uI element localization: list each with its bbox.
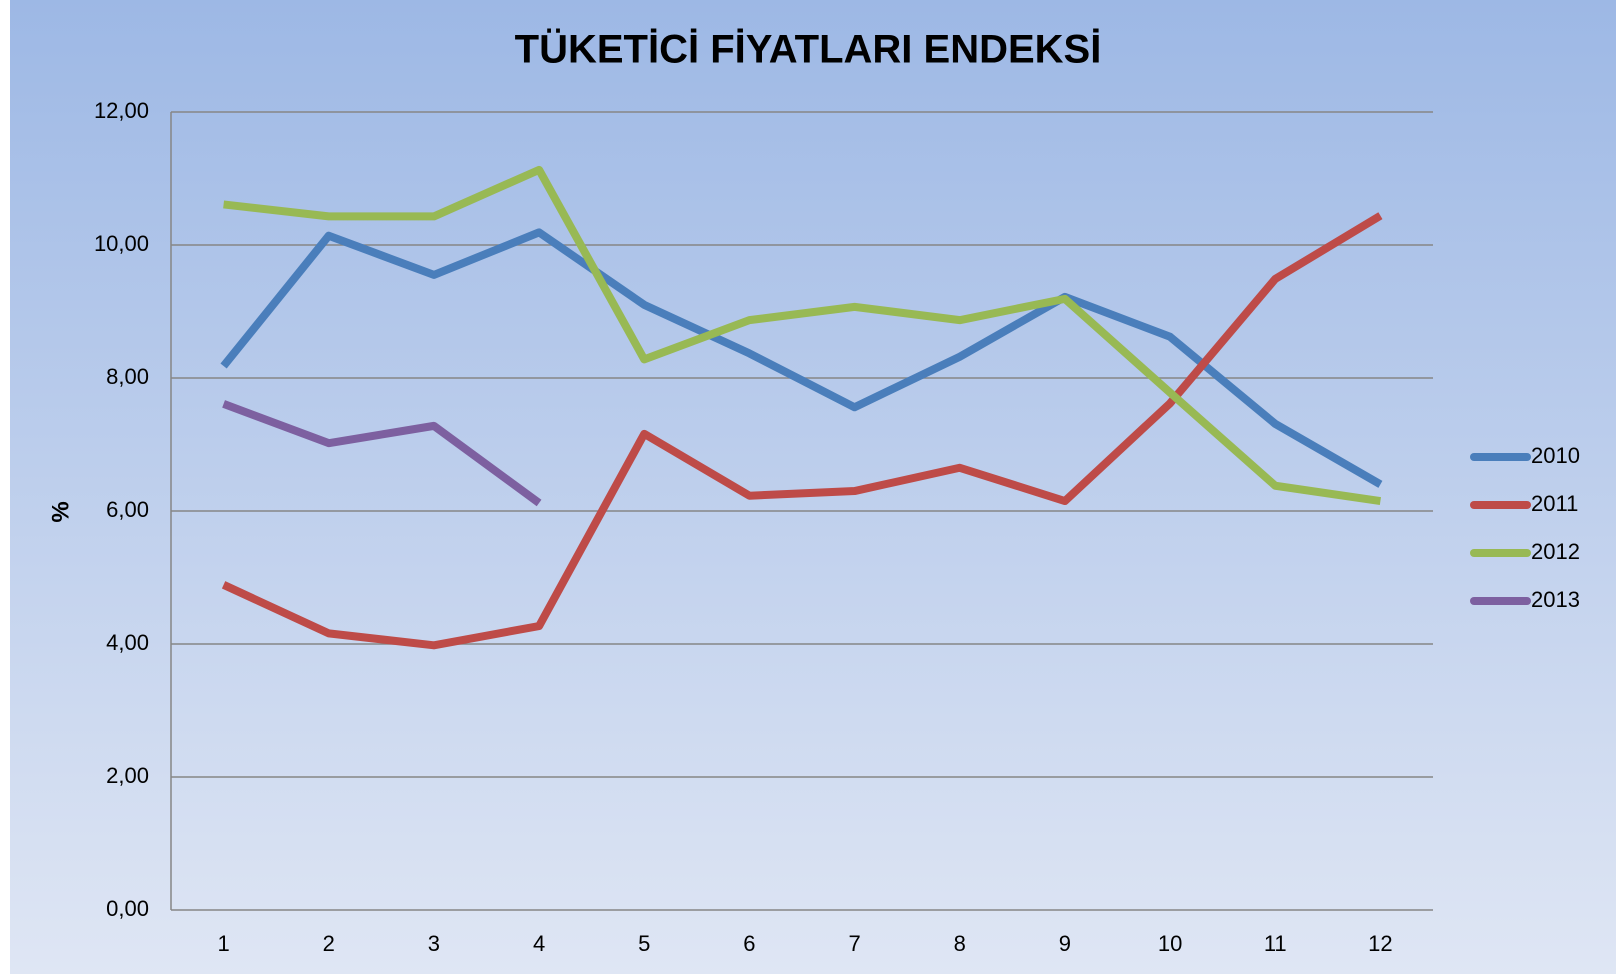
chart-background bbox=[10, 0, 1616, 974]
x-tick-label: 8 bbox=[954, 931, 966, 956]
x-tick-label: 9 bbox=[1059, 931, 1071, 956]
y-tick-label: 4,00 bbox=[106, 630, 149, 655]
x-tick-label: 5 bbox=[638, 931, 650, 956]
chart-title: TÜKETİCİ FİYATLARI ENDEKSİ bbox=[515, 27, 1102, 72]
x-tick-label: 4 bbox=[533, 931, 545, 956]
y-axis-label: % bbox=[47, 501, 74, 522]
legend-label: 2012 bbox=[1531, 539, 1580, 564]
y-tick-label: 6,00 bbox=[106, 497, 149, 522]
x-tick-label: 10 bbox=[1158, 931, 1182, 956]
legend-label: 2011 bbox=[1531, 491, 1578, 516]
x-tick-label: 1 bbox=[217, 931, 229, 956]
y-tick-label: 0,00 bbox=[106, 896, 149, 921]
x-tick-label: 11 bbox=[1264, 931, 1287, 956]
x-tick-label: 2 bbox=[323, 931, 335, 956]
x-tick-label: 12 bbox=[1368, 931, 1392, 956]
legend-label: 2013 bbox=[1531, 587, 1580, 612]
x-tick-label: 6 bbox=[743, 931, 755, 956]
line-series bbox=[221, 212, 1383, 650]
y-tick-label: 10,00 bbox=[94, 231, 149, 256]
x-tick-label: 7 bbox=[848, 931, 860, 956]
line-series bbox=[223, 165, 1381, 505]
line-series bbox=[222, 400, 542, 507]
x-tick-label: 3 bbox=[428, 931, 440, 956]
line-series bbox=[220, 228, 1383, 488]
y-tick-label: 2,00 bbox=[106, 763, 149, 788]
y-tick-label: 12,00 bbox=[94, 98, 149, 123]
legend-label: 2010 bbox=[1531, 443, 1580, 468]
y-tick-label: 8,00 bbox=[106, 364, 149, 389]
